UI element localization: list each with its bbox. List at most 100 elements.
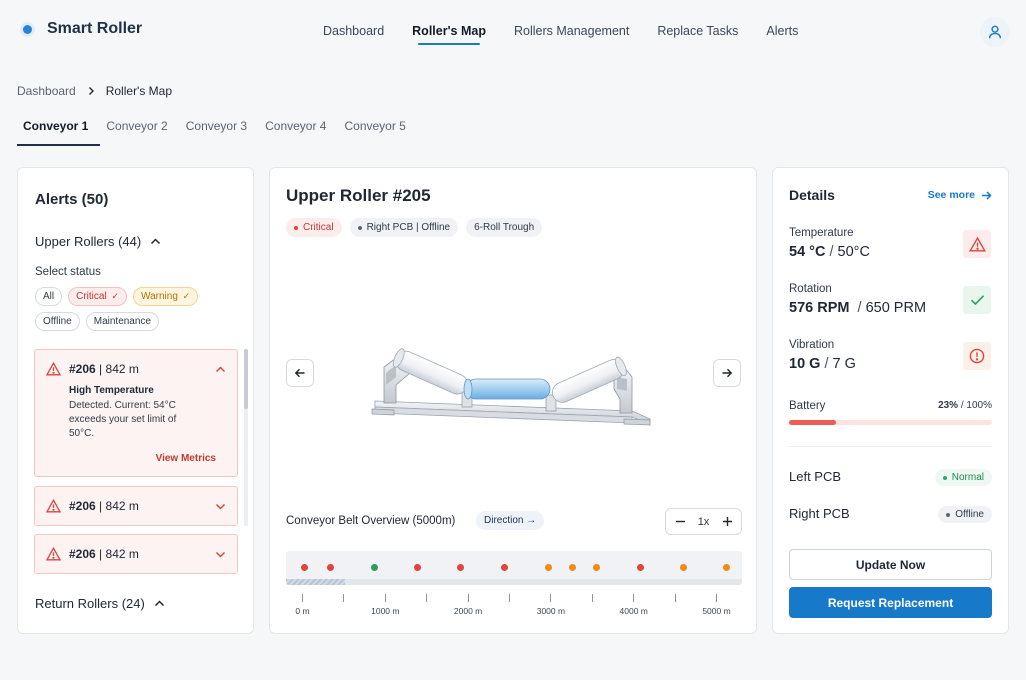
breadcrumb-dashboard[interactable]: Dashboard [17, 84, 76, 98]
alert-separator: | [99, 362, 103, 376]
vibration-limit: 7 G [832, 356, 856, 372]
roller-marker-critical[interactable] [457, 564, 465, 571]
alert-card[interactable]: #206 | 842 m [34, 534, 238, 574]
axis-tick [716, 594, 717, 602]
left-pcb-status: Normal [951, 472, 984, 483]
return-rollers-group-label: Return Rollers (24) [35, 596, 145, 611]
logo-icon [20, 21, 35, 37]
alert-distance: 842 m [105, 362, 139, 376]
right-pcb-label: Right PCB [789, 506, 850, 521]
status-badge-label: Critical [303, 222, 334, 233]
divider [789, 446, 992, 447]
roller-marker-warning[interactable] [723, 564, 731, 571]
nav-rollers-map[interactable]: Roller's Map [398, 24, 500, 45]
belt-scroll-track[interactable] [286, 579, 742, 585]
alert-roller-id: #206 [69, 547, 96, 561]
zoom-level: 1x [697, 515, 710, 528]
axis-tick [509, 594, 510, 602]
nav-dashboard[interactable]: Dashboard [323, 24, 385, 38]
update-now-button[interactable]: Update Now [789, 549, 992, 580]
left-pcb-status-badge: Normal [934, 469, 992, 486]
request-replacement-button[interactable]: Request Replacement [789, 587, 992, 618]
return-rollers-group-toggle[interactable]: Return Rollers (24) [35, 596, 165, 611]
collapse-alert-button[interactable] [215, 362, 226, 380]
nav-replace-tasks[interactable]: Replace Tasks [657, 24, 739, 38]
roller-marker-warning[interactable] [680, 564, 688, 571]
alert-distance: 842 m [105, 499, 139, 513]
vibration-label: Vibration [789, 339, 835, 351]
chevron-down-icon [215, 503, 226, 510]
status-dot [294, 225, 298, 230]
alert-circle-icon [969, 348, 985, 364]
right-pcb-status-badge: Offline [938, 506, 992, 523]
belt-distance-axis: 0 m 1000 m 2000 m 3000 m 4000 m 5000 m [286, 594, 742, 618]
alert-card-header: #206 | 842 m [46, 547, 139, 561]
user-menu-button[interactable] [980, 17, 1010, 47]
roller-marker-normal[interactable] [371, 564, 379, 571]
belt-viewport-indicator[interactable] [286, 579, 346, 585]
chip-maintenance[interactable]: Maintenance [85, 312, 159, 331]
plus-icon [722, 517, 732, 526]
previous-roller-button[interactable] [286, 359, 314, 387]
brand[interactable]: Smart Roller [20, 20, 142, 38]
roller-marker-critical[interactable] [501, 564, 509, 571]
tab-conveyor-3[interactable]: Conveyor 3 [185, 119, 248, 133]
battery-bar-fill [789, 420, 836, 425]
expand-alert-button[interactable] [215, 547, 226, 565]
details-panel: Details See more Temperature 54 °C / 50°… [772, 167, 1009, 634]
chip-critical[interactable]: Critical ✓ [68, 287, 128, 306]
belt-overview-track[interactable] [286, 551, 742, 585]
alerts-scrollbar[interactable] [244, 349, 248, 526]
roller-marker-critical[interactable] [327, 564, 335, 571]
tab-conveyor-2[interactable]: Conveyor 2 [106, 119, 168, 133]
chevron-up-icon [151, 238, 161, 245]
scrollbar-thumb[interactable] [244, 349, 248, 409]
rotation-label: Rotation [789, 283, 832, 295]
view-metrics-link[interactable]: View Metrics [155, 453, 216, 464]
zoom-out-button[interactable] [672, 514, 688, 530]
temperature-limit: 50°C [837, 244, 870, 260]
rotation-current: 576 RPM [789, 300, 850, 316]
chip-critical-label: Critical [76, 291, 107, 302]
alert-roller-id: #206 [69, 499, 96, 513]
temperature-status-icon [963, 230, 991, 258]
status-dot [357, 225, 362, 230]
tab-conveyor-4[interactable]: Conveyor 4 [265, 119, 327, 133]
roller-marker-warning[interactable] [545, 564, 553, 571]
rotation-limit: 650 PRM [865, 300, 927, 316]
alert-card[interactable]: #206 | 842 m [34, 486, 238, 526]
nav-rollers-management[interactable]: Rollers Management [513, 24, 630, 38]
roller-marker-warning[interactable] [569, 564, 577, 571]
user-icon [988, 25, 1002, 39]
chevron-up-icon [215, 366, 226, 373]
roller-marker-critical[interactable] [637, 564, 645, 571]
alert-card[interactable]: #206 | 842 m High Temperature Detected. … [34, 349, 238, 477]
value-separator: / [829, 244, 834, 260]
axis-tick [674, 594, 676, 602]
status-dot [946, 512, 951, 517]
direction-chip[interactable]: Direction → [476, 511, 545, 530]
expand-alert-button[interactable] [215, 499, 226, 517]
axis-tick-label: 4000 m [619, 606, 648, 616]
alert-description: Detected. Current: 54°C exceeds your set… [69, 400, 177, 439]
rotation-status-icon [963, 286, 991, 314]
next-roller-button[interactable] [713, 359, 741, 387]
alerts-panel: Alerts (50) Upper Rollers (44) Select st… [17, 167, 254, 634]
roller-marker-warning[interactable] [593, 564, 601, 571]
see-more-label: See more [927, 189, 975, 201]
chip-warning[interactable]: Warning ✓ [133, 287, 199, 306]
nav-alerts[interactable]: Alerts [766, 24, 799, 38]
roller-marker-critical[interactable] [414, 564, 422, 571]
zoom-in-button[interactable] [719, 514, 735, 530]
chip-all[interactable]: All [35, 287, 63, 306]
upper-rollers-group-toggle[interactable]: Upper Rollers (44) [35, 234, 161, 249]
upper-rollers-group-label: Upper Rollers (44) [35, 234, 142, 249]
tab-conveyor-5[interactable]: Conveyor 5 [344, 119, 406, 133]
chip-offline[interactable]: Offline [35, 312, 80, 331]
alert-title: High Temperature [69, 385, 154, 396]
see-more-link[interactable]: See more [928, 189, 992, 201]
main-nav: Dashboard Roller's Map Rollers Managemen… [309, 24, 812, 45]
alert-distance: 842 m [105, 547, 139, 561]
roller-marker-critical[interactable] [300, 564, 308, 571]
tab-conveyor-1[interactable]: Conveyor 1 [17, 117, 101, 146]
